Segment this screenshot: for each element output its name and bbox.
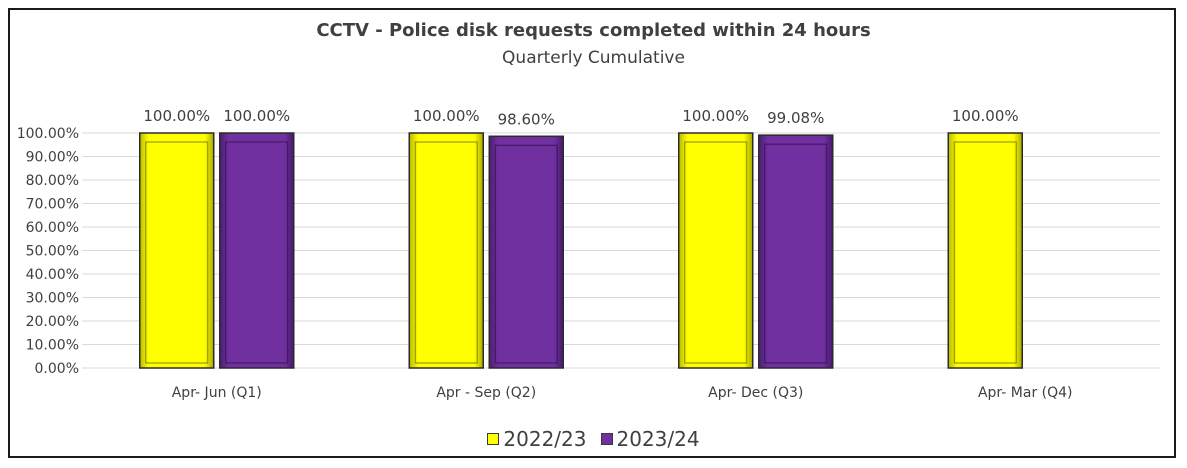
y-tick-label: 40.00% — [26, 267, 79, 283]
y-tick-label: 50.00% — [26, 244, 79, 260]
bar-2023-24-2 — [488, 135, 564, 369]
bar-2022-23-3 — [678, 132, 754, 369]
y-tick-label: 90.00% — [26, 150, 79, 166]
legend: 2022/23 2023/24 — [0, 427, 1187, 451]
data-label: 100.00% — [223, 107, 290, 125]
bar-2022-23-2 — [408, 132, 484, 369]
bar-2022-23-4 — [947, 132, 1023, 369]
chart-title: CCTV - Police disk requests completed wi… — [316, 20, 871, 41]
y-tick-label: 80.00% — [26, 173, 79, 189]
data-label: 100.00% — [682, 107, 749, 125]
data-labels: 100.00% 100.00% 100.00% 98.60% 100.00% 99.08%… — [143, 107, 1018, 128]
legend-swatch-2023-24 — [600, 433, 613, 445]
x-tick-label: Apr- Mar (Q4) — [978, 385, 1073, 401]
chart-subtitle: Quarterly Cumulative — [502, 48, 685, 68]
y-tick-label: 70.00% — [26, 197, 79, 213]
y-tick-label: 30.00% — [26, 291, 79, 307]
bar-chart-plot: 0.00% 10.00% 20.00% 30.00% 40.00% 50.00% 60.00… — [17, 107, 1160, 401]
bars — [139, 132, 1023, 369]
x-tick-label: Apr- Dec (Q3) — [708, 385, 803, 401]
legend-label-2023-24: 2023/24 — [616, 427, 700, 451]
bar-inner-edge — [953, 141, 1017, 364]
legend-label-2022-23: 2022/23 — [503, 427, 587, 451]
y-axis: 0.00% 10.00% 20.00% 30.00% 40.00% 50.00% 60.00… — [17, 126, 79, 377]
legend-item-2023-24: 2023/24 — [600, 427, 700, 451]
x-tick-label: Apr - Sep (Q2) — [436, 385, 536, 401]
data-label: 98.60% — [498, 110, 555, 128]
y-tick-label: 0.00% — [35, 361, 79, 377]
data-label: 100.00% — [952, 107, 1019, 125]
bar-2023-24-3 — [758, 134, 834, 369]
y-tick-label: 100.00% — [17, 126, 79, 142]
y-tick-label: 20.00% — [26, 314, 79, 330]
y-tick-label: 10.00% — [26, 338, 79, 354]
y-tick-label: 60.00% — [26, 220, 79, 236]
bar-inner-edge — [764, 143, 828, 364]
bar-2023-24-1 — [219, 132, 295, 369]
bar-inner-edge — [145, 141, 209, 364]
data-label: 100.00% — [413, 107, 480, 125]
x-axis: Apr- Jun (Q1) Apr - Sep (Q2) Apr- Dec (Q3)… — [172, 385, 1073, 401]
bar-2022-23-1 — [139, 132, 215, 369]
bar-inner-edge — [414, 141, 478, 364]
legend-swatch-2022-23 — [487, 433, 500, 445]
bar-inner-edge — [684, 141, 748, 364]
data-label: 99.08% — [767, 109, 824, 127]
legend-item-2022-23: 2022/23 — [487, 427, 587, 451]
data-label: 100.00% — [143, 107, 210, 125]
bar-inner-edge — [494, 144, 558, 364]
bar-inner-edge — [225, 141, 289, 364]
x-tick-label: Apr- Jun (Q1) — [172, 385, 262, 401]
